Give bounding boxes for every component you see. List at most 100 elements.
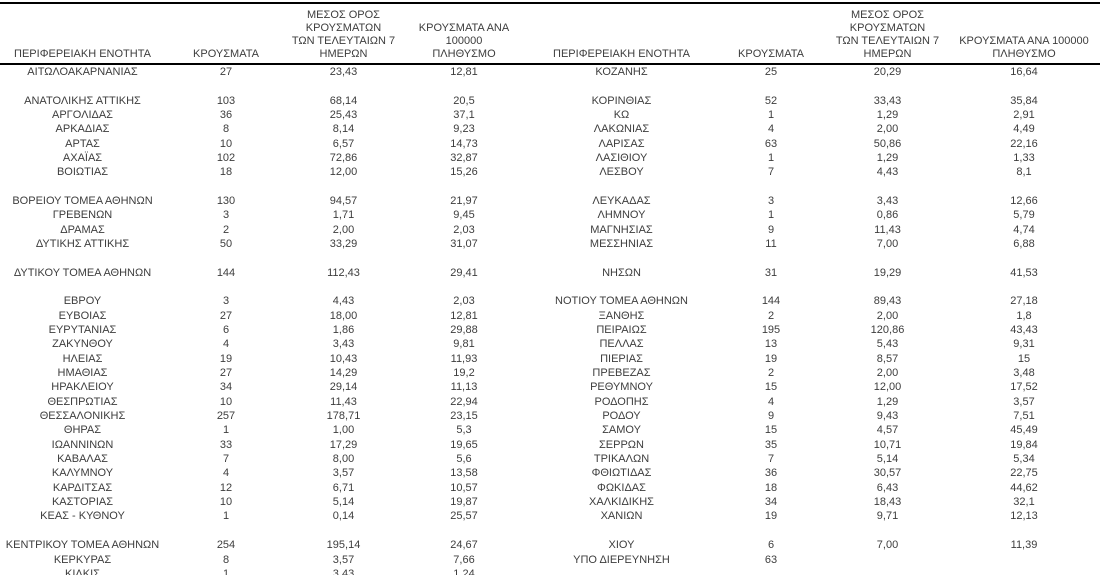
region-cell: ΜΕΣΣΗΝΙΑΣ (589, 237, 654, 250)
region-cell: ΑΡΓΟΛΙΔΑΣ (52, 108, 113, 121)
value-cell: 1,00 (332, 424, 355, 437)
value-cell: 3 (222, 209, 230, 222)
value-cell: 12,66 (1010, 194, 1038, 207)
value-cell: 144 (761, 295, 781, 308)
value-cell: 144 (216, 266, 236, 279)
value-cell: 3,43 (876, 194, 899, 207)
value-cell: 120,86 (870, 324, 905, 337)
value-cell (165, 524, 287, 538)
region-cell: ΦΘΙΩΤΙΔΑΣ (591, 467, 652, 480)
value-cell: 1,29 (876, 151, 899, 164)
value-cell: 1 (222, 567, 230, 575)
value-cell: 5,43 (876, 338, 899, 351)
value-cell: 11,43 (874, 223, 901, 236)
region-cell: ΛΕΣΒΟΥ (599, 166, 644, 179)
value-cell: 7 (222, 453, 230, 466)
header-cases-right: ΚΡΟΥΣΜΑΤΑ (715, 3, 827, 65)
region-cell: ΘΕΣΣΑΛΟΝΙΚΗΣ (39, 410, 126, 423)
value-cell (948, 280, 1100, 294)
value-cell: 6 (222, 324, 230, 337)
value-cell: 3,57 (332, 467, 355, 480)
value-cell: 9 (767, 410, 775, 423)
region-cell: ΚΑΣΤΟΡΙΑΣ (51, 496, 114, 509)
value-cell: 1,86 (332, 324, 355, 337)
region-cell: ΔΡΑΜΑΣ (60, 223, 105, 236)
value-cell: 8,14 (332, 123, 355, 136)
region-cell: ΑΧΑΪΑΣ (62, 151, 103, 164)
value-cell: 50,86 (873, 137, 902, 150)
value-cell (715, 79, 827, 93)
value-cell: 68,14 (329, 94, 358, 107)
header-region-left: ΠΕΡΙΦΕΡΕΙΑΚΗ ΕΝΟΤΗΤΑ (0, 3, 165, 65)
region-cell (528, 251, 715, 265)
value-cell: 18 (764, 481, 778, 494)
spacer-row (0, 79, 1100, 93)
value-cell: 7,00 (876, 539, 899, 552)
value-cell: 11,39 (1010, 539, 1038, 552)
region-cell: ΚΕΑΣ - ΚΥΘΝΟΥ (40, 510, 125, 523)
value-cell: 3 (222, 295, 230, 308)
value-cell: 29,14 (329, 381, 358, 394)
region-cell: ΕΒΡΟΥ (63, 295, 102, 308)
value-cell: 29,88 (450, 324, 478, 337)
region-cell: ΝΗΣΩΝ (602, 266, 641, 279)
table-row: ΚΑΣΤΟΡΙΑΣ 10 5,14 19,87 ΧΑΛΚΙΔΙΚΗΣ 34 18,43 32,… (0, 495, 1100, 509)
region-cell: ΗΛΕΙΑΣ (62, 352, 103, 365)
value-cell: 22,75 (1010, 467, 1038, 480)
value-cell: 1 (767, 209, 775, 222)
value-cell: 4 (767, 395, 775, 408)
value-cell: 8 (222, 553, 230, 566)
value-cell (948, 567, 1100, 575)
region-cell: ΠΕΙΡΑΙΩΣ (596, 324, 647, 337)
value-cell: 35,84 (1010, 94, 1038, 107)
region-cell: ΝΟΤΙΟΥ ΤΟΜΕΑ ΑΘΗΝΩΝ (555, 295, 688, 308)
value-cell: 33 (219, 438, 233, 451)
value-cell: 254 (216, 539, 236, 552)
value-cell (715, 567, 827, 575)
value-cell: 20,5 (453, 94, 475, 107)
value-cell: 4,49 (1013, 123, 1035, 136)
value-cell: 33,43 (873, 94, 902, 107)
value-cell (400, 251, 528, 265)
value-cell: 11,93 (450, 352, 478, 365)
header-per100k-left: ΚΡΟΥΣΜΑΤΑ ΑΝΑ 100000 ΠΛΗΘΥΣΜΟ (400, 3, 528, 65)
value-cell: 11 (765, 237, 777, 250)
value-cell (715, 251, 827, 265)
value-cell: 1,8 (1016, 309, 1032, 322)
region-cell: ΞΑΝΘΗΣ (598, 309, 645, 322)
value-cell: 29,41 (450, 266, 478, 279)
value-cell: 19,65 (450, 438, 478, 451)
header-avg7days-left: ΜΕΣΟΣ ΟΡΟΣ ΚΡΟΥΣΜΑΤΩΝ ΤΩΝ ΤΕΛΕΥΤΑΙΩΝ 7 Η… (287, 3, 400, 65)
value-cell: 12,81 (450, 309, 478, 322)
value-cell: 130 (216, 194, 236, 207)
value-cell: 25,57 (450, 510, 478, 523)
header-region-right: ΠΕΡΙΦΕΡΕΙΑΚΗ ΕΝΟΤΗΤΑ (528, 3, 715, 65)
value-cell: 52 (764, 94, 778, 107)
table-body: ΑΙΤΩΛΟΑΚΑΡΝΑΝΙΑΣ 27 23,43 12,81 ΚΟΖΑΝΗΣ 25 20,… (0, 64, 1100, 575)
value-cell: 18,43 (873, 496, 902, 509)
value-cell (287, 251, 400, 265)
value-cell: 1 (222, 510, 230, 523)
region-cell: ΡΟΔΟΠΗΣ (594, 395, 649, 408)
value-cell: 2 (222, 223, 230, 236)
region-cell (0, 79, 165, 93)
value-cell: 2,00 (876, 367, 899, 380)
region-cell: ΦΩΚΙΔΑΣ (597, 481, 646, 494)
region-cell: ΗΡΑΚΛΕΙΟΥ (51, 381, 114, 394)
value-cell: 33,29 (329, 237, 358, 250)
value-cell: 2 (767, 367, 775, 380)
value-cell: 15 (764, 424, 778, 437)
table-row: ΚΑΒΑΛΑΣ 7 8,00 5,6 ΤΡΙΚΑΛΩΝ 7 5,14 5,34 (0, 452, 1100, 466)
table-row: ΓΡΕΒΕΝΩΝ 3 1,71 9,45 ΛΗΜΝΟΥ 1 0,86 5,79 (0, 208, 1100, 222)
header-row: ΠΕΡΙΦΕΡΕΙΑΚΗ ΕΝΟΤΗΤΑ ΚΡΟΥΣΜΑΤΑ ΜΕΣΟΣ ΟΡΟ… (0, 3, 1100, 65)
value-cell: 7 (767, 166, 775, 179)
spacer-row (0, 280, 1100, 294)
value-cell: 9 (767, 223, 775, 236)
region-cell: ΑΡΚΑΔΙΑΣ (55, 123, 110, 136)
spacer-row (0, 251, 1100, 265)
value-cell: 9,43 (876, 410, 899, 423)
region-cell: ΚΩ (613, 108, 630, 121)
value-cell: 112,43 (327, 266, 360, 279)
value-cell: 6,57 (332, 137, 355, 150)
table-row: ΕΒΡΟΥ 3 4,43 2,03 ΝΟΤΙΟΥ ΤΟΜΕΑ ΑΘΗΝΩΝ 144 89,4… (0, 294, 1100, 308)
